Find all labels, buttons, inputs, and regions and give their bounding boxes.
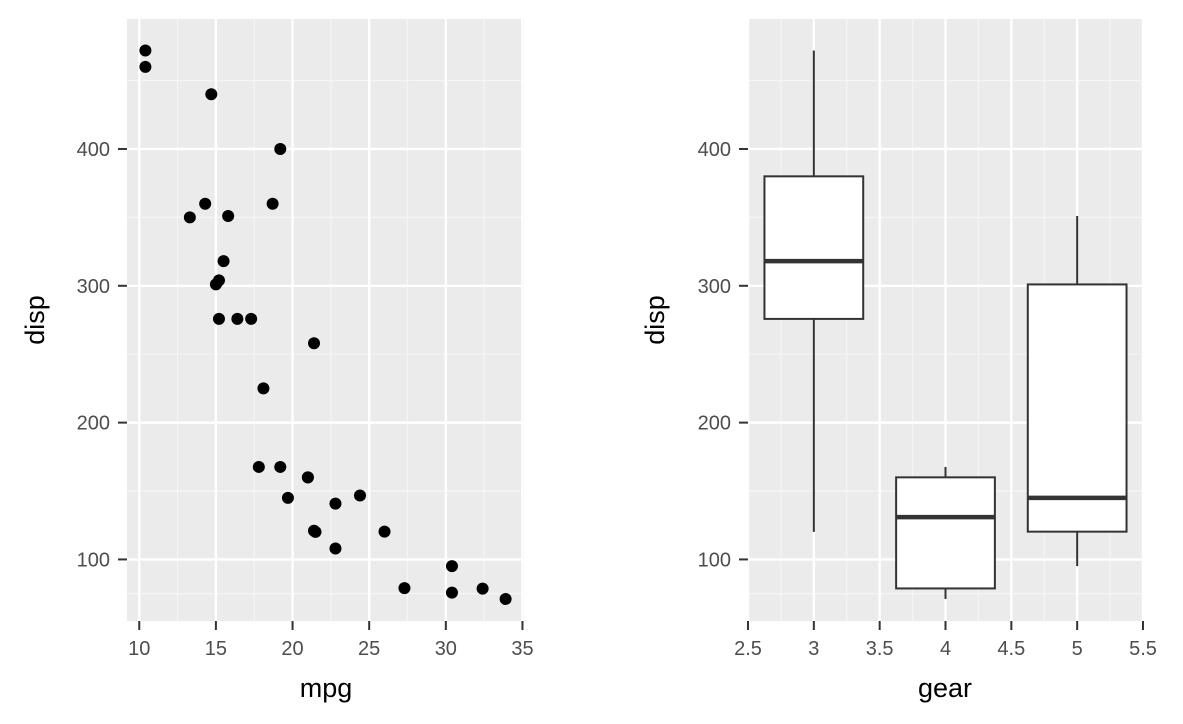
scatter-point xyxy=(476,582,489,595)
scatter-x-tick-label: 20 xyxy=(281,638,303,660)
scatter-x-tick-label: 10 xyxy=(128,638,150,660)
scatter-gridlines xyxy=(127,19,524,621)
box-x-tick-label: 2.5 xyxy=(734,638,762,660)
scatter-point xyxy=(252,460,265,473)
box-y-tick-label: 200 xyxy=(698,413,731,435)
scatter-point xyxy=(281,491,294,504)
scatter-point xyxy=(212,312,225,325)
scatter-point xyxy=(353,489,366,502)
box-iqr xyxy=(763,175,865,320)
box-y-tick-label: 100 xyxy=(698,549,731,571)
scatter-axis-ticks: 100 200 300 400 10 15 20 25 30 35 xyxy=(77,139,534,660)
scatter-point xyxy=(274,460,287,473)
scatter-point xyxy=(398,582,411,595)
scatter-y-tick-label: 200 xyxy=(77,413,110,435)
scatter-x-tick-label: 25 xyxy=(358,638,380,660)
scatter-point xyxy=(257,382,270,395)
scatter-point xyxy=(199,197,212,210)
scatter-point xyxy=(329,542,342,555)
scatter-point xyxy=(245,312,258,325)
scatter-point xyxy=(139,60,152,73)
scatter-point xyxy=(301,471,314,484)
box-x-tick-label: 4 xyxy=(940,638,951,660)
box-x-tick-label: 3.5 xyxy=(866,638,894,660)
scatter-x-axis-title: mpg xyxy=(300,673,353,703)
scatter-point xyxy=(217,255,230,268)
box-iqr xyxy=(1026,283,1128,533)
scatter-point xyxy=(329,497,342,510)
box-x-tick-label: 4.5 xyxy=(997,638,1025,660)
scatter-point xyxy=(378,525,391,538)
scatter-y-tick-label: 100 xyxy=(77,549,110,571)
box-gear-5 xyxy=(1026,216,1128,567)
box-gear-3 xyxy=(763,50,865,532)
scatter-point xyxy=(445,560,458,573)
box-axis-ticks: 100 200 300 400 2.5 3 3.5 4 4.5 5 5.5 xyxy=(698,139,1157,660)
scatter-point xyxy=(205,88,218,101)
box-x-tick-label: 5 xyxy=(1072,638,1083,660)
box-elements xyxy=(763,50,1128,599)
box-x-tick-label: 5.5 xyxy=(1129,638,1157,660)
scatter-x-tick-label: 35 xyxy=(511,638,533,660)
box-x-tick-label: 3 xyxy=(808,638,819,660)
scatter-point xyxy=(445,586,458,599)
box-gear-4 xyxy=(895,466,996,599)
scatter-point xyxy=(274,142,287,155)
scatter-point xyxy=(308,337,321,350)
scatter-point xyxy=(209,278,222,291)
box-x-axis-title: gear xyxy=(918,673,972,703)
scatter-point xyxy=(183,211,196,224)
scatter-point xyxy=(499,592,512,605)
box-y-tick-label: 300 xyxy=(698,276,731,298)
scatter-points xyxy=(139,44,512,605)
scatter-plot: 100 200 300 400 10 15 20 25 30 35 mpg disp xyxy=(20,19,534,703)
scatter-x-tick-label: 30 xyxy=(435,638,457,660)
box-iqr xyxy=(895,476,996,590)
scatter-x-tick-label: 15 xyxy=(205,638,227,660)
scatter-y-axis-title: disp xyxy=(20,295,50,345)
scatter-y-tick-label: 300 xyxy=(77,276,110,298)
scatter-y-tick-label: 400 xyxy=(77,139,110,161)
scatter-point xyxy=(266,197,279,210)
scatter-point xyxy=(222,210,235,223)
box-y-axis-title: disp xyxy=(640,295,670,345)
box-plot: 100 200 300 400 2.5 3 3.5 4 4.5 5 5.5 gear disp xyxy=(640,19,1157,703)
scatter-panel-background xyxy=(127,19,524,621)
scatter-point xyxy=(139,44,152,57)
scatter-point xyxy=(231,312,244,325)
scatter-point xyxy=(308,524,321,537)
box-y-tick-label: 400 xyxy=(698,139,731,161)
